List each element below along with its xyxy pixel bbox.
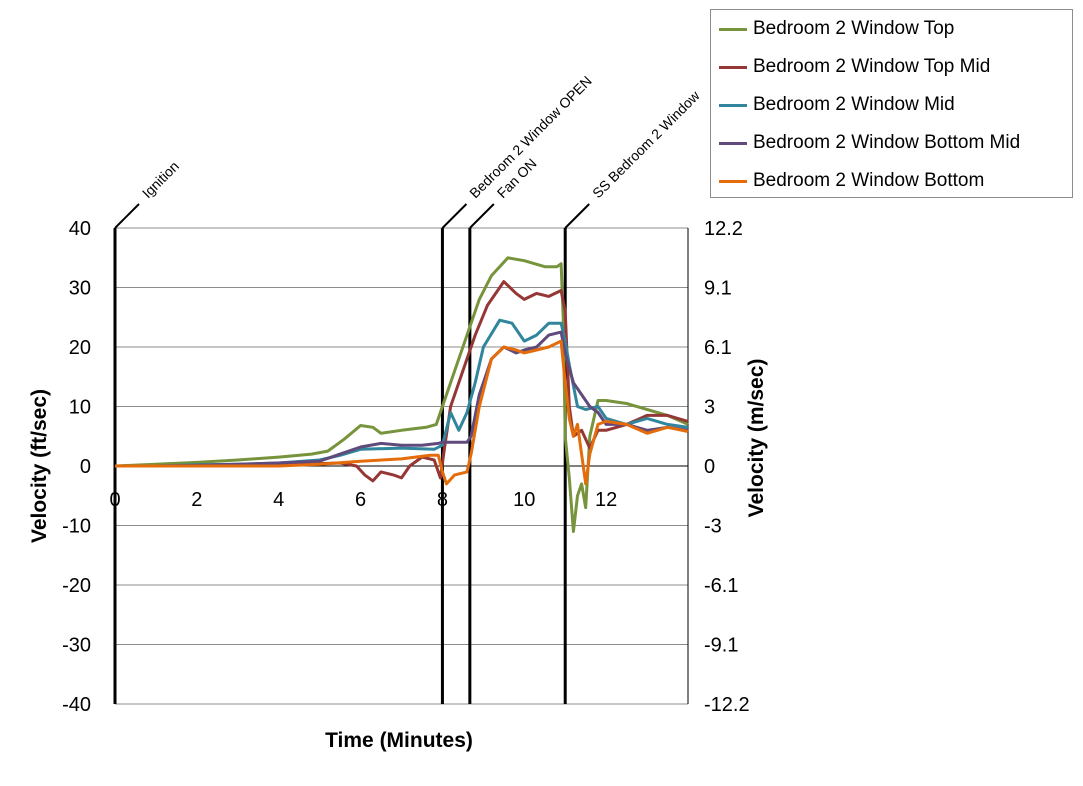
data-series: [114, 256, 689, 533]
series-line: [115, 280, 689, 483]
legend-item: Bedroom 2 Window Bottom Mid: [719, 124, 1020, 162]
y-tick-label: 30: [69, 278, 91, 300]
event-leader-line: [564, 203, 590, 229]
y-axis-title-left: Velocity (ft/sec): [28, 389, 51, 543]
chart-legend: Bedroom 2 Window Top Bedroom 2 Window Top…: [710, 9, 1073, 198]
y-tick-label-right: 3: [704, 397, 715, 419]
x-tick-label: 6: [355, 489, 366, 511]
legend-label: Bedroom 2 Window Top: [753, 18, 955, 39]
legend-item: Bedroom 2 Window Top: [719, 10, 954, 48]
tick-labels: 40 12.230 9.120 6.110 30 0-10 -3-20 -6.1-30 -9.1…: [62, 218, 750, 716]
legend-item: Bedroom 2 Window Mid: [719, 86, 955, 124]
y-tick-label-right: -6.1: [704, 575, 738, 597]
x-tick-label: 2: [191, 489, 202, 511]
legend-swatch: [719, 65, 747, 69]
legend-item: Bedroom 2 Window Bottom: [719, 162, 984, 200]
x-tick-label: 10: [513, 489, 535, 511]
event-leader-line: [469, 203, 495, 229]
x-axis-title: Time (Minutes): [325, 729, 473, 752]
y-tick-label-right: 6.1: [704, 337, 732, 359]
legend-swatch: [719, 27, 747, 31]
legend-label: Bedroom 2 Window Bottom Mid: [753, 132, 1021, 153]
y-tick-label-right: -3: [704, 516, 722, 538]
legend-item: Bedroom 2 Window Top Mid: [719, 48, 990, 86]
y-tick-label: 20: [69, 337, 91, 359]
event-label: Ignition: [139, 158, 182, 201]
y-tick-label: 40: [69, 218, 91, 240]
legend-swatch: [719, 141, 747, 145]
y-tick-label: -30: [62, 635, 91, 657]
y-tick-label-right: 9.1: [704, 278, 732, 300]
legend-label: Bedroom 2 Window Mid: [753, 94, 955, 115]
series-line: [115, 339, 689, 486]
x-tick-label: 8: [437, 489, 448, 511]
y-tick-label-right: 0: [704, 456, 715, 478]
y-tick-label-right: -9.1: [704, 635, 738, 657]
y-axis-title-right: Velocity (m/sec): [745, 359, 768, 518]
y-tick-label: 10: [69, 397, 91, 419]
event-leader-line: [441, 203, 468, 229]
legend-label: Bedroom 2 Window Bottom: [753, 170, 985, 191]
legend-swatch: [719, 179, 747, 183]
y-tick-label: 0: [80, 456, 91, 478]
y-tick-label: -10: [62, 516, 91, 538]
y-tick-label: -40: [62, 694, 91, 716]
x-tick-label: 4: [273, 489, 284, 511]
y-tick-label-right: -12.2: [704, 694, 750, 716]
legend-label: Bedroom 2 Window Top Mid: [753, 56, 991, 77]
x-tick-label: 0: [109, 489, 120, 511]
x-tick-label: 12: [595, 489, 617, 511]
event-label: SS Bedroom 2 Window: [589, 87, 703, 201]
y-tick-label: -20: [62, 575, 91, 597]
legend-swatch: [719, 103, 747, 107]
event-leader-line: [114, 203, 140, 229]
y-tick-label-right: 12.2: [704, 218, 743, 240]
event-label: Bedroom 2 Window OPEN: [466, 73, 595, 202]
